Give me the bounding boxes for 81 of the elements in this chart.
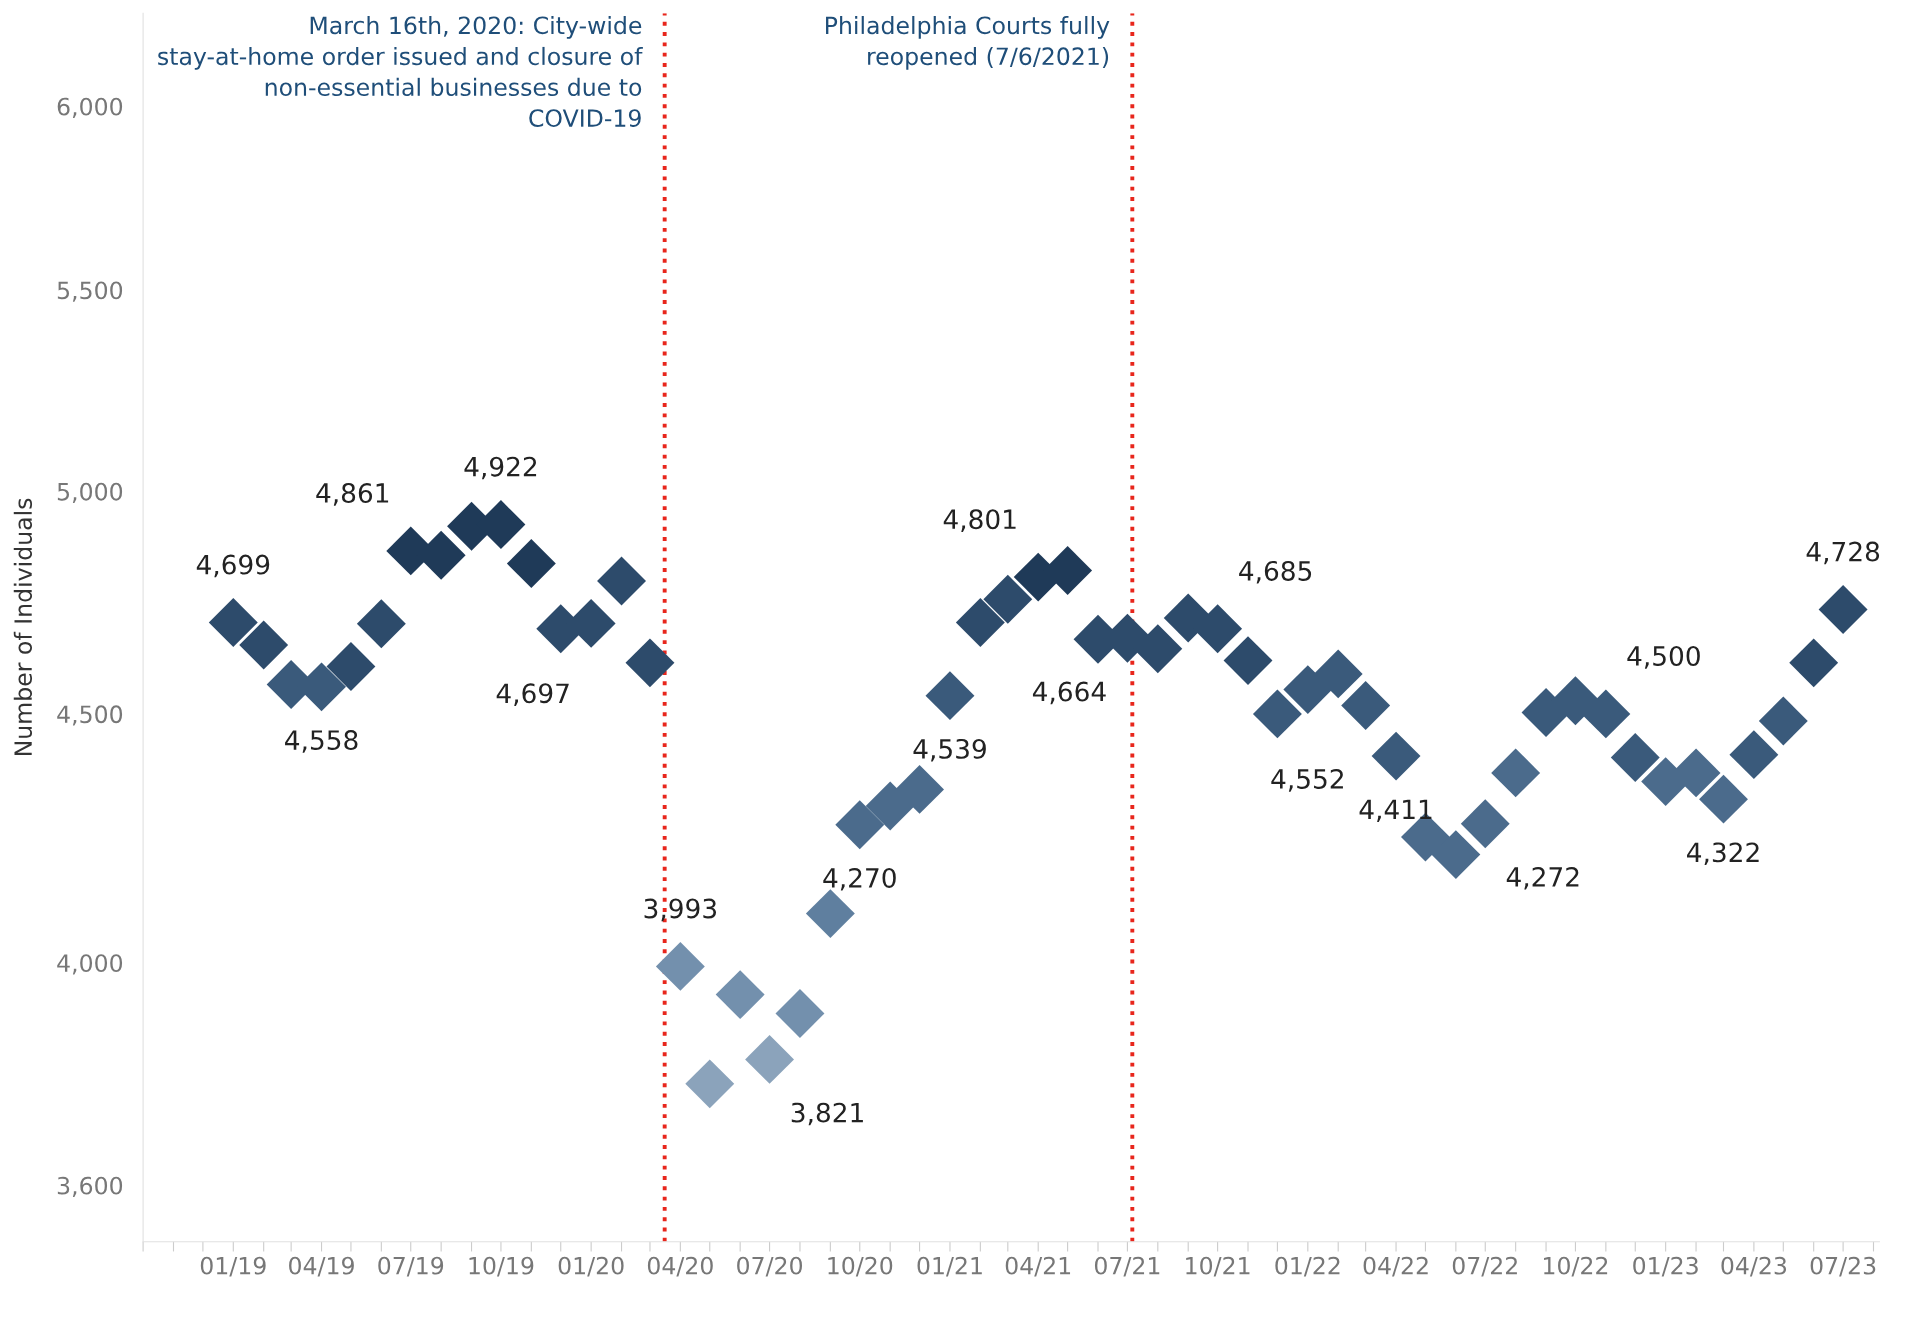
point [685,1059,735,1109]
point [326,642,376,691]
point [865,781,915,831]
data-label: 4,539 [913,738,986,762]
data-label: 4,922 [464,456,537,480]
x-tick-label: 04/19 [289,1256,354,1277]
point [775,989,825,1038]
point [715,970,765,1020]
point [895,764,945,814]
point [655,941,705,991]
data-label: 4,270 [823,867,896,891]
data-label: 4,664 [1032,681,1106,705]
x-tick-label: 10/20 [828,1256,893,1277]
point [1699,774,1748,824]
x-tick-label: 04/20 [647,1256,713,1277]
point [356,599,406,649]
point [1491,748,1541,798]
point [983,574,1033,624]
point [1610,733,1660,782]
point [1371,731,1421,781]
data-label: 4,685 [1239,560,1312,584]
x-tick-label: 07/21 [1094,1256,1160,1277]
x-tick-label: 07/22 [1452,1256,1517,1277]
point [1252,689,1302,739]
x-tick-label: 04/23 [1721,1256,1787,1277]
y-tick-label: 3,600 [57,1176,123,1197]
y-tick-label: 5,500 [57,281,123,302]
point [1313,649,1363,699]
y-tick-label: 6,000 [57,97,123,118]
data-label: 4,322 [1687,842,1759,866]
point [597,556,646,606]
x-tick-label: 10/19 [469,1256,534,1277]
x-tick-label: 01/19 [200,1256,266,1277]
point [625,638,675,688]
data-label: 3,993 [644,898,717,922]
data-label: 4,500 [1627,646,1700,669]
x-tick-label: 07/23 [1810,1256,1876,1277]
point [1341,681,1391,730]
point [1460,799,1510,849]
data-label: 3,821 [791,1102,863,1126]
ref-line-label: Philadelphia Courts fully reopened (7/6/2021) [826,15,1110,70]
point [805,889,855,939]
x-tick-label: 01/21 [917,1256,982,1277]
data-label: 4,801 [943,509,1016,532]
x-tick-label: 10/22 [1544,1256,1608,1277]
point [1283,665,1333,715]
x-tick-label: 04/22 [1363,1256,1428,1277]
data-label: 4,558 [285,730,358,753]
y-tick-label: 4,000 [57,954,123,975]
data-label: 4,552 [1271,768,1343,792]
ref-line-label: March 16th, 2020: City-wide stay-at-home order issued and closure of non-essential businesses due to COVID-19 [158,15,643,128]
y-tick-label: 5,000 [57,482,123,504]
x-tick-label: 07/19 [378,1256,444,1277]
point [1729,730,1779,780]
data-label: 4,728 [1806,541,1880,565]
data-label: 4,411 [1359,799,1432,822]
x-tick-label: 07/20 [737,1256,803,1277]
y-axis-title: Number of Individuals [13,498,33,756]
point [1431,830,1481,880]
point [1223,636,1273,686]
data-label: 4,697 [496,683,569,706]
y-tick-label: 4,500 [57,705,123,726]
x-tick-label: 10/21 [1186,1256,1250,1277]
data-label: 4,272 [1506,866,1579,890]
point [208,598,258,647]
x-tick-label: 04/21 [1005,1256,1071,1277]
point [1789,638,1839,688]
point [925,671,975,721]
point [1581,689,1631,739]
point [1818,585,1868,634]
x-tick-label: 01/20 [558,1256,624,1277]
point [835,800,885,850]
point [955,598,1005,647]
point [1758,696,1808,746]
x-tick-label: 01/23 [1633,1256,1698,1277]
data-label: 4,699 [196,554,270,578]
point [506,539,556,588]
x-tick-label: 01/22 [1275,1256,1340,1277]
point [239,620,289,670]
data-label: 4,861 [316,483,389,506]
point [745,1034,795,1084]
